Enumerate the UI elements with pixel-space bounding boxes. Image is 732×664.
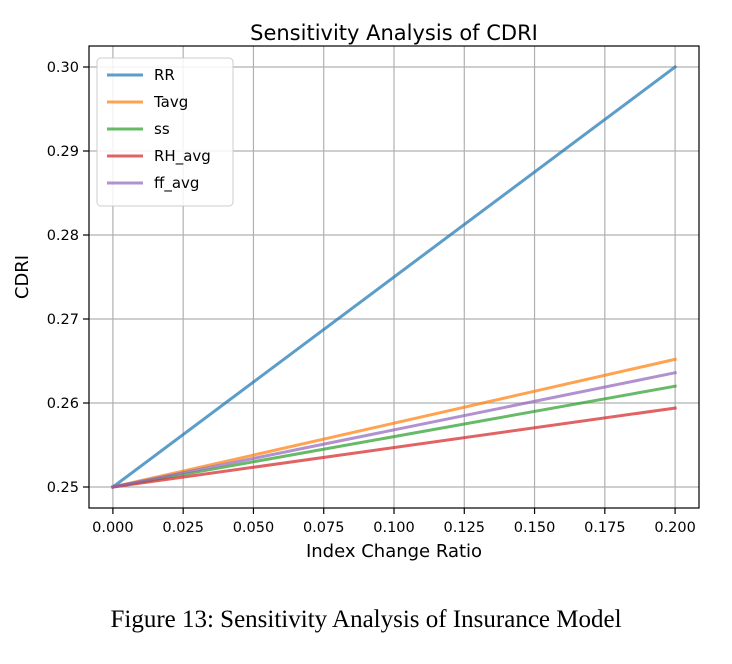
y-tick-label: 0.29	[47, 144, 79, 160]
x-axis-label: Index Change Ratio	[306, 541, 482, 562]
x-axis-ticks: 0.000 0.025 0.050 0.075 0.100 0.125 0.150 0.175…	[92, 508, 696, 536]
legend-label: ss	[154, 120, 170, 138]
x-tick-label: 0.200	[654, 520, 696, 536]
x-tick-label: 0.175	[584, 520, 626, 536]
x-tick-label: 0.150	[514, 520, 556, 536]
x-tick-label: 0.000	[92, 520, 134, 536]
legend-label: Tavg	[153, 93, 188, 111]
y-tick-label: 0.26	[47, 396, 79, 412]
series-line-tavg	[111, 357, 677, 489]
y-axis-ticks: 0.25 0.26 0.27 0.28 0.29 0.30	[47, 60, 89, 496]
chart-title: Sensitivity Analysis of CDRI	[250, 21, 538, 45]
x-tick-label: 0.100	[373, 520, 415, 536]
y-tick-label: 0.27	[47, 312, 79, 328]
figure-caption: Figure 13: Sensitivity Analysis of Insur…	[110, 606, 622, 633]
series-line-ss	[111, 384, 677, 489]
series-line-ff-avg	[111, 370, 677, 489]
x-tick-label: 0.025	[162, 520, 204, 536]
y-axis-label: CDRI	[12, 255, 33, 299]
legend: RR Tavg ss RH_avg ff_avg	[96, 57, 234, 207]
legend-label: RR	[154, 66, 175, 84]
y-tick-label: 0.30	[47, 60, 79, 76]
y-tick-label: 0.25	[47, 480, 79, 496]
legend-label: RH_avg	[154, 147, 211, 166]
legend-frame	[96, 57, 234, 207]
series-line-rr	[110, 64, 678, 490]
x-tick-label: 0.050	[233, 520, 275, 536]
series-line-rh-avg	[111, 406, 677, 489]
x-tick-label: 0.125	[444, 520, 486, 536]
legend-label: ff_avg	[154, 174, 199, 193]
line-chart: Sensitivity Analysis of CDRI 0.000 0.025 0…	[12, 21, 700, 562]
y-tick-label: 0.28	[47, 228, 79, 244]
x-tick-label: 0.075	[303, 520, 345, 536]
series-lines	[110, 64, 678, 490]
